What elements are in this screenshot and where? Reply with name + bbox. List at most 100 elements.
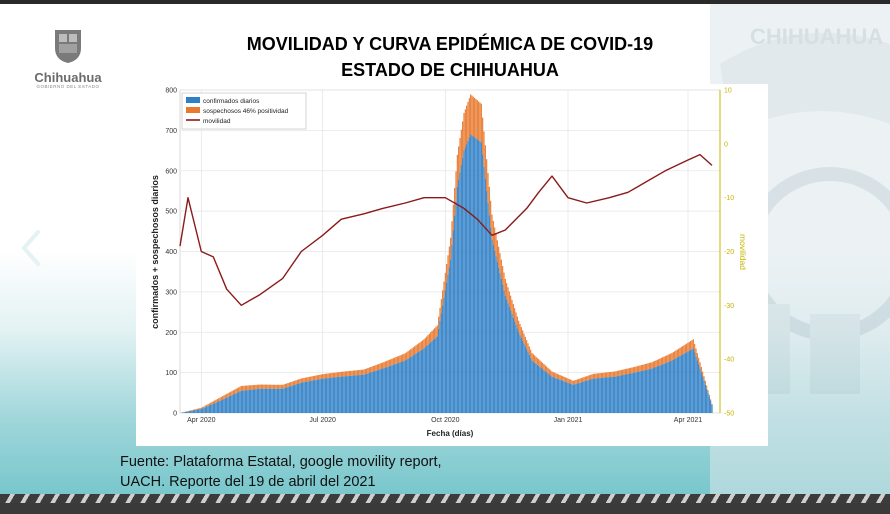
bar-confirmados [660,364,662,413]
bar-confirmados [202,408,204,413]
bar-sospechosos [508,291,510,307]
bar-sospechosos [359,369,361,375]
bar-sospechosos [236,388,238,393]
bar-sospechosos [339,371,341,377]
bar-sospechosos [202,407,204,409]
bar-sospechosos [708,394,710,397]
bar-confirmados [338,376,340,413]
bar-sospechosos [212,401,214,404]
top-bar [0,0,890,4]
bar-confirmados [518,332,520,413]
bar-sospechosos [252,385,254,390]
bar-confirmados [676,357,678,413]
bar-sospechosos [688,341,690,351]
bar-confirmados [662,364,664,413]
bar-sospechosos [651,362,653,369]
bar-sospechosos [583,377,585,382]
bar-sospechosos [199,408,201,410]
bar-sospechosos [188,410,190,412]
bar-confirmados [320,378,322,413]
decorative-stripe [0,494,890,503]
bar-confirmados [220,400,222,413]
bar-confirmados [364,374,366,413]
bar-sospechosos [331,372,333,378]
bar-sospechosos [488,186,490,216]
bar-sospechosos [354,370,356,376]
bar-confirmados [430,342,432,413]
bar-confirmados [366,373,368,413]
bar-sospechosos [294,380,296,385]
bar-sospechosos [699,362,701,369]
x-tick-label: Apr 2021 [674,417,703,424]
bar-sospechosos [608,372,610,378]
bar-sospechosos [579,378,581,383]
bar-sospechosos [626,368,628,375]
bar-sospechosos [486,159,488,191]
bar-confirmados [362,374,364,413]
bar-confirmados [667,362,669,413]
bar-confirmados [208,405,210,413]
bar-sospechosos [230,391,232,396]
bar-confirmados [523,343,525,413]
bar-confirmados [240,390,242,413]
bar-sospechosos [247,385,249,391]
bar-confirmados [703,380,705,413]
bar-confirmados [603,377,605,413]
x-tick-label: Jul 2020 [309,417,336,424]
bar-confirmados [192,410,194,413]
bar-sospechosos [594,373,596,379]
bar-confirmados [303,382,305,413]
bar-sospechosos [462,121,464,158]
bar-confirmados [348,375,350,413]
bar-sospechosos [663,356,665,364]
bar-sospechosos [190,410,192,411]
bar-confirmados [211,404,213,413]
bar-confirmados [199,409,201,413]
bar-confirmados [615,376,617,413]
bar-sospechosos [664,356,666,364]
bar-sospechosos [343,371,345,377]
bar-confirmados [504,295,506,413]
bar-confirmados [548,374,550,413]
bar-confirmados [648,369,650,413]
bar-confirmados [315,379,317,413]
bar-sospechosos [596,373,598,379]
bar-confirmados [666,362,668,413]
bar-sospechosos [290,382,292,387]
bar-confirmados [506,299,508,413]
bar-confirmados [492,245,494,413]
bar-sospechosos [367,368,369,374]
bar-sospechosos [523,333,525,344]
background-mural-text: CHIHUAHUA [750,24,883,49]
x-tick-label: Jan 2021 [554,417,583,424]
bar-sospechosos [243,385,245,391]
bar-confirmados [290,386,292,413]
y2-tick-label: -20 [724,249,734,256]
source-caption-line-2: UACH. Reporte del 19 de abril del 2021 [120,474,376,490]
bar-sospechosos [580,378,582,383]
bar-confirmados [550,375,552,413]
chart-panel: 0 100 200 300 400 500 600 700 800 10 0 -10 -20 -30 -4… [136,84,768,446]
bar-sospechosos [328,373,330,378]
previous-slide-chevron-icon[interactable] [14,228,48,268]
bar-confirmados [674,358,676,413]
bar-sospechosos [686,343,688,353]
bar-confirmados [194,410,196,413]
bar-confirmados [416,352,418,413]
bar-confirmados [287,387,289,413]
bar-confirmados [343,376,345,413]
bar-confirmados [526,349,528,413]
bar-sospechosos [666,355,668,363]
bar-confirmados [608,377,610,413]
bar-confirmados [702,376,704,413]
y2-tick-label: 10 [724,88,732,95]
bar-sospechosos [566,377,568,383]
bar-confirmados [690,349,692,413]
bar-sospechosos [432,329,434,340]
bar-confirmados [658,365,660,413]
bar-confirmados [668,361,670,413]
bar-sospechosos [303,377,305,383]
bar-confirmados [682,354,684,413]
bar-sospechosos [386,360,388,368]
bar-sospechosos [479,102,481,142]
